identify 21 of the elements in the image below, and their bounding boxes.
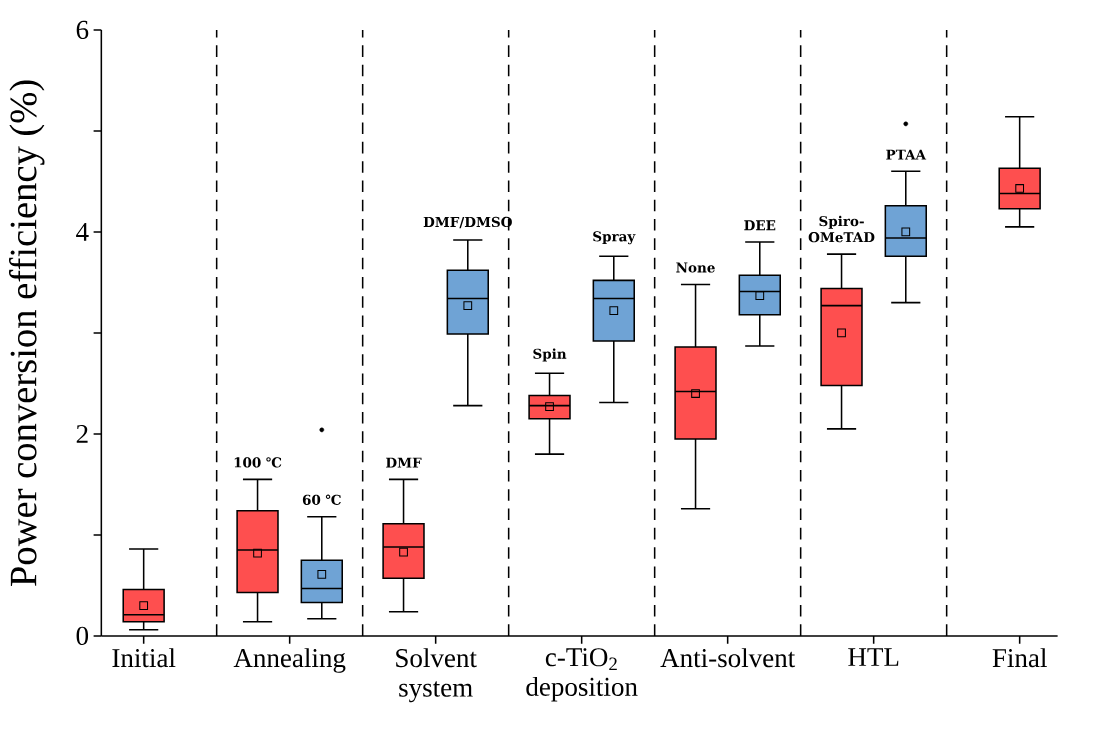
x-tick-label: Final: [992, 648, 1047, 668]
annotation: None: [676, 262, 715, 273]
annotation: Spin: [533, 348, 567, 362]
annotation: Spray: [593, 231, 636, 245]
x-tick-label: Annealing: [233, 648, 346, 673]
annotation: PTAA: [886, 149, 927, 160]
annotation: Spiro-OMeTAD: [808, 215, 875, 243]
annotation: DEE: [744, 220, 776, 231]
x-tick-label: Solvent system: [396, 648, 477, 703]
x-tick-label: Anti-solvent: [660, 648, 796, 668]
x-tick-label: HTL: [848, 648, 899, 666]
annotation: 100 ℃: [234, 457, 282, 468]
y-axis-title: Power conversion efficiency (%): [8, 80, 45, 586]
y-tick-label: 6: [76, 20, 89, 39]
x-tick-label: c-TiO$_{2}$ deposition: [526, 648, 638, 702]
annotation: DMF: [386, 457, 422, 468]
x-tick-label: Initial: [112, 648, 176, 668]
annotation: 60 ℃: [302, 494, 341, 505]
y-tick-label: 4: [76, 222, 89, 241]
y-tick-label: 2: [76, 424, 88, 443]
y-tick-label: 0: [76, 626, 89, 645]
